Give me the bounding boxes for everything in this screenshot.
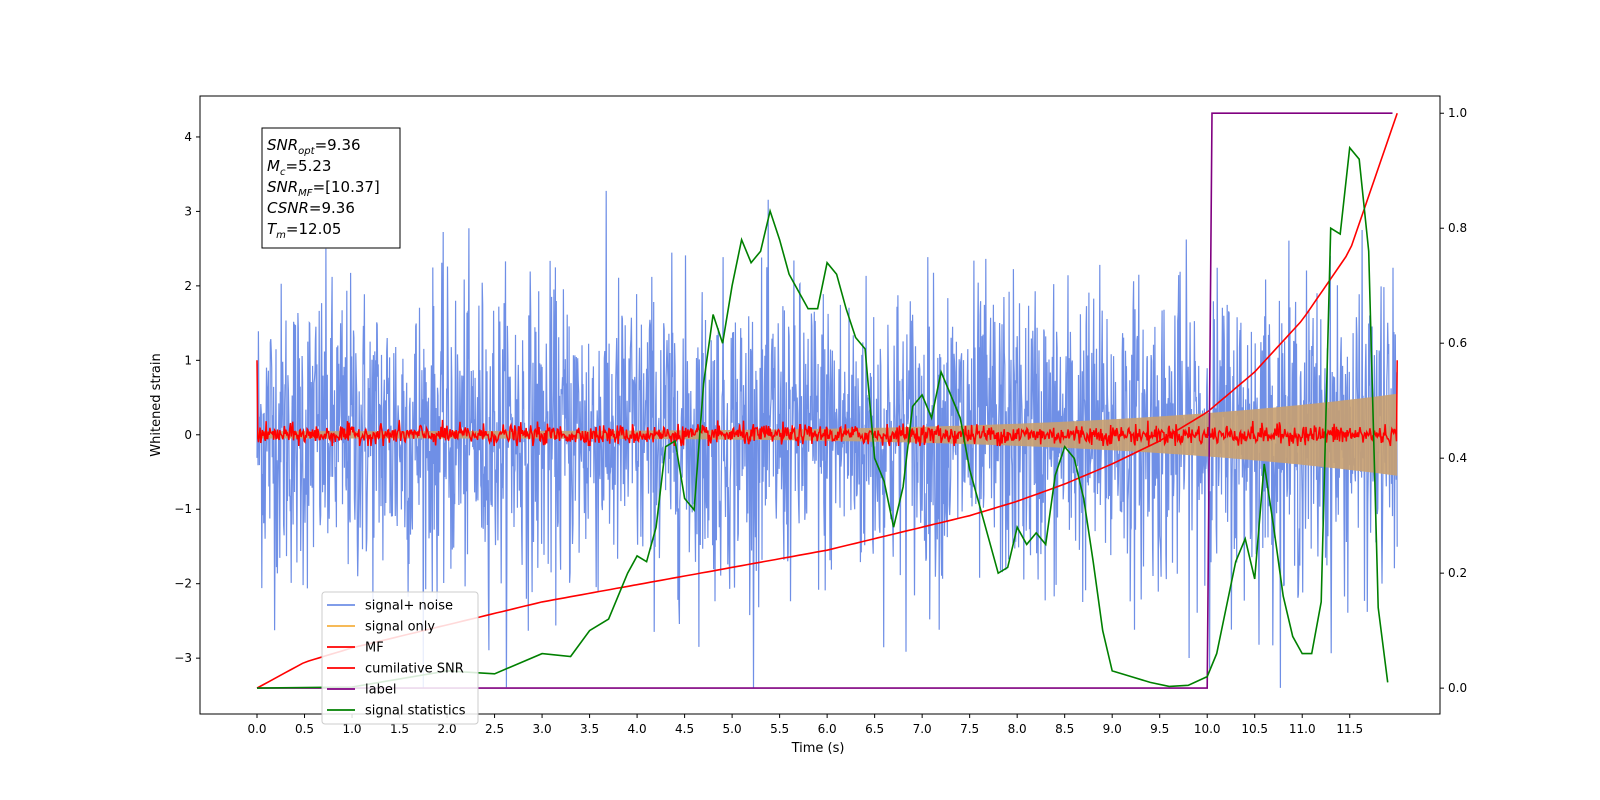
legend-label: signal only (365, 620, 435, 635)
series-signal-statistics (256, 145, 1389, 689)
x-tick-label: 10.0 (1194, 722, 1221, 736)
y-tick-label: −1 (174, 502, 192, 516)
y2-tick-label: 0.2 (1448, 566, 1467, 580)
annotation-box: SNRopt=9.36Mc=5.23SNRMF=[10.37]CSNR=9.36… (261, 127, 401, 249)
annotation-line: Mc=5.23 (267, 157, 331, 178)
x-tick-label: 11.0 (1289, 722, 1316, 736)
y-tick-label: −2 (174, 577, 192, 591)
series-mf (256, 360, 1398, 447)
x-tick-label: 5.0 (723, 722, 742, 736)
series-label (257, 112, 1393, 689)
x-axis: 0.0 0.5 1.0 1.5 2.0 2.5 3.0 3.5 4.0 4.5 5.0 5.5 6.0 6… (247, 714, 1363, 736)
y-tick-label: 3 (184, 204, 192, 218)
y2-tick-label: 0.8 (1448, 221, 1467, 235)
x-tick-label: 8.0 (1008, 722, 1027, 736)
x-tick-label: 1.5 (390, 722, 409, 736)
x-tick-label: 6.0 (818, 722, 837, 736)
x-tick-label: 10.5 (1241, 722, 1268, 736)
x-tick-label: 1.0 (342, 722, 361, 736)
x-tick-label: 0.0 (247, 722, 266, 736)
y-tick-label: 1 (184, 353, 192, 367)
y-tick-label: 2 (184, 279, 192, 293)
legend: signal+ noise signal only MF cumilative SNR… (321, 591, 479, 725)
y-tick-label: 4 (184, 130, 192, 144)
annotation-line: Tm=12.05 (267, 220, 341, 241)
x-tick-label: 3.5 (580, 722, 599, 736)
y2-axis: 0.0 0.2 0.4 0.6 0.8 1.0 (1440, 106, 1467, 695)
x-tick-label: 4.0 (628, 722, 647, 736)
legend-label: signal+ noise (365, 599, 453, 614)
annotation-frame (261, 127, 401, 249)
legend-label: cumilative SNR (365, 662, 464, 677)
annotation-line: SNRMF=[10.37] (267, 178, 380, 199)
x-tick-label: 4.5 (675, 722, 694, 736)
plot-frame (199, 95, 1441, 715)
x-tick-label: 5.5 (770, 722, 789, 736)
legend-frame (321, 591, 479, 725)
x-tick-label: 11.5 (1336, 722, 1363, 736)
x-tick-label: 6.5 (865, 722, 884, 736)
y-tick-label: 0 (184, 428, 192, 442)
y2-tick-label: 1.0 (1448, 106, 1467, 120)
x-axis-label: Time (s) (791, 741, 845, 756)
legend-label: signal statistics (365, 704, 466, 719)
x-tick-label: 2.0 (438, 722, 457, 736)
y2-tick-label: 0.4 (1448, 451, 1467, 465)
y2-tick-label: 0.6 (1448, 336, 1467, 350)
x-tick-label: 2.5 (485, 722, 504, 736)
x-tick-label: 7.5 (960, 722, 979, 736)
y2-tick-label: 0.0 (1448, 681, 1467, 695)
annotation-line: SNRopt=9.36 (267, 136, 361, 157)
y-axis-label: Whitened strain (149, 353, 164, 456)
y-tick-label: −3 (174, 651, 192, 665)
x-tick-label: 8.5 (1055, 722, 1074, 736)
x-tick-label: 7.0 (913, 722, 932, 736)
x-tick-label: 3.0 (533, 722, 552, 736)
annotation-line: CSNR=9.36 (267, 199, 355, 217)
x-tick-label: 0.5 (295, 722, 314, 736)
series-signal-noise (256, 190, 1398, 688)
x-tick-label: 9.5 (1150, 722, 1169, 736)
x-tick-label: 9.0 (1103, 722, 1122, 736)
y-axis: −3 −2 −1 0 1 2 3 4 (174, 130, 200, 665)
legend-label: label (365, 683, 396, 698)
legend-label: MF (365, 641, 384, 656)
